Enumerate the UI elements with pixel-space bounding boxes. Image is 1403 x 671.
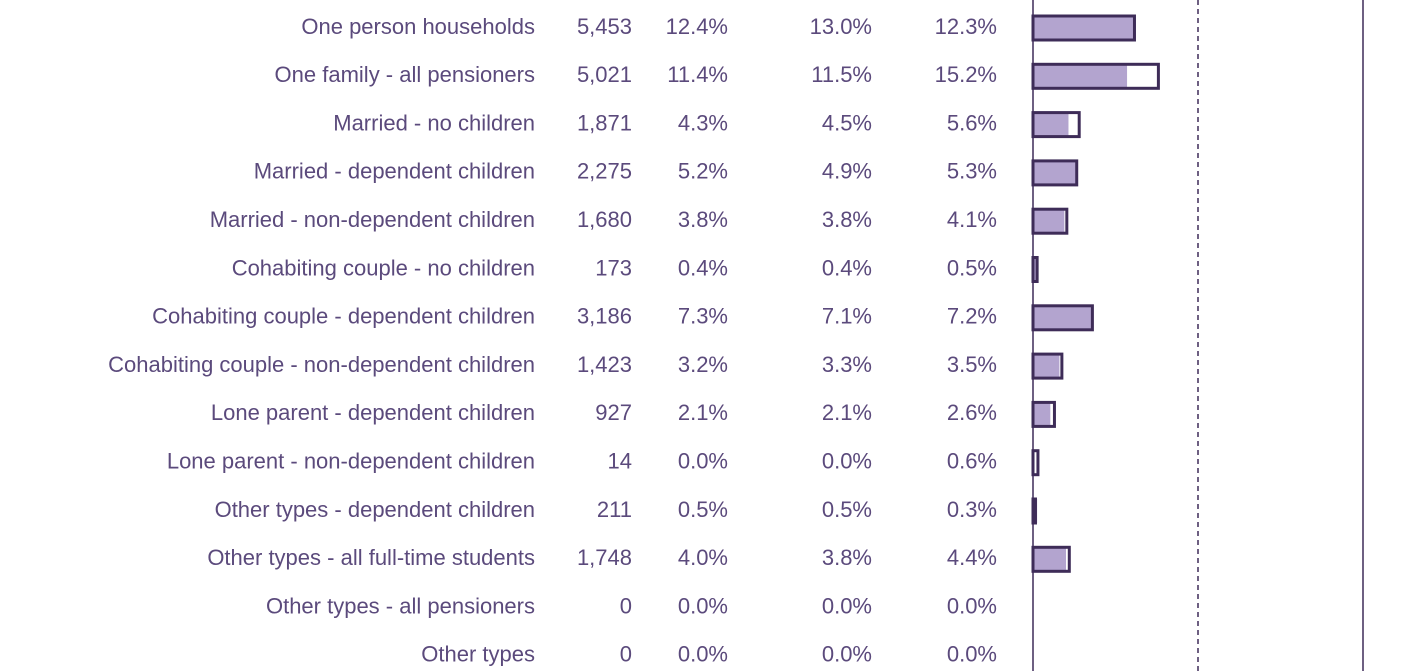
cell-value: 5,021: [577, 62, 632, 87]
bar-outline: [1031, 545, 1071, 573]
cell-value: 0.0%: [678, 593, 728, 618]
cell-value: 0.0%: [678, 449, 728, 474]
cell-value: 1,748: [577, 545, 632, 570]
bar-outline: [1031, 256, 1039, 283]
cell-value: 11.4%: [667, 62, 728, 87]
cell-value: 0.0%: [947, 593, 997, 618]
cell-value: 5,453: [577, 14, 632, 39]
cell-value: 3.3%: [822, 352, 872, 377]
cell-value: 3.8%: [678, 207, 728, 232]
cell-value: 173: [595, 255, 632, 280]
cell-value: 0.3%: [947, 497, 997, 522]
cell-value: 0.5%: [678, 497, 728, 522]
row-label: Married - non-dependent children: [210, 207, 535, 232]
bar-outline: [1031, 400, 1056, 428]
bar-fill: [1033, 64, 1128, 89]
cell-value: 1,680: [577, 207, 632, 232]
cell-value: 0.0%: [822, 449, 872, 474]
bar-outline: [1031, 111, 1081, 139]
cell-value: 0.4%: [822, 255, 872, 280]
cell-value: 0.4%: [678, 255, 728, 280]
cell-value: 3,186: [577, 304, 632, 329]
cell-value: 0.0%: [678, 642, 728, 667]
cell-value: 3.2%: [678, 352, 728, 377]
row-label: One person households: [301, 14, 535, 39]
cell-value: 4.0%: [678, 545, 728, 570]
cell-value: 15.2%: [935, 62, 997, 87]
cell-value: 0.0%: [822, 593, 872, 618]
cell-value: 2.6%: [947, 400, 997, 425]
row-label: Other types - all full-time students: [207, 545, 535, 570]
cell-value: 1,423: [577, 352, 632, 377]
row-label: Married - no children: [333, 110, 535, 135]
cell-value: 4.4%: [947, 545, 997, 570]
cell-value: 13.0%: [810, 14, 872, 39]
cell-value: 4.3%: [678, 110, 728, 135]
bar-fill: [1033, 160, 1076, 185]
cell-value: 5.2%: [678, 159, 728, 184]
cell-value: 3.5%: [947, 352, 997, 377]
row-label: One family - all pensioners: [275, 62, 535, 87]
cell-value: 0: [620, 593, 632, 618]
cell-value: 2,275: [577, 159, 632, 184]
cell-value: 0.6%: [947, 449, 997, 474]
cell-value: 0.5%: [947, 255, 997, 280]
bar-fill: [1033, 402, 1051, 427]
bar-outline: [1031, 352, 1064, 380]
row-label: Other types - dependent children: [215, 497, 535, 522]
bar-outline: [1031, 304, 1094, 332]
row-label: Lone parent - non-dependent children: [167, 449, 535, 474]
bar-fill: [1033, 16, 1136, 40]
bar-outline: [1031, 497, 1037, 525]
bar-outline: [1031, 449, 1040, 477]
cell-value: 12.3%: [935, 14, 997, 39]
cell-value: 4.1%: [947, 207, 997, 232]
row-label: Other types: [421, 642, 535, 667]
cell-value: 211: [597, 497, 632, 522]
cell-value: 0: [620, 642, 632, 667]
cell-value: 14: [608, 449, 632, 474]
cell-value: 927: [595, 400, 632, 425]
row-label: Other types - all pensioners: [266, 593, 535, 618]
bar-fill: [1033, 305, 1094, 330]
cell-value: 5.3%: [947, 159, 997, 184]
cell-value: 7.2%: [947, 304, 997, 329]
cell-value: 0.0%: [947, 642, 997, 667]
cell-value: 5.6%: [947, 110, 997, 135]
row-label: Married - dependent children: [254, 159, 535, 184]
row-label: Cohabiting couple - non-dependent childr…: [108, 352, 535, 377]
cell-value: 0.5%: [822, 497, 872, 522]
cell-value: 2.1%: [822, 400, 872, 425]
row-label: Cohabiting couple - dependent children: [152, 304, 535, 329]
cell-value: 0.0%: [822, 642, 872, 667]
row-label: Lone parent - dependent children: [211, 400, 535, 425]
bar-outline: [1031, 207, 1069, 235]
bar-outline: [1031, 14, 1136, 42]
cell-value: 7.1%: [822, 304, 872, 329]
cell-value: 2.1%: [678, 400, 728, 425]
row-label: Cohabiting couple - no children: [232, 255, 535, 280]
cell-value: 3.8%: [822, 207, 872, 232]
cell-value: 12.4%: [666, 14, 728, 39]
bar-fill: [1033, 257, 1037, 282]
bar-fill: [1033, 354, 1060, 379]
bar-fill: [1033, 209, 1065, 234]
cell-value: 7.3%: [678, 304, 728, 329]
cell-value: 3.8%: [822, 545, 872, 570]
cell-value: 11.5%: [811, 62, 872, 87]
bar-fill: [1033, 112, 1069, 137]
cell-value: 4.5%: [822, 110, 872, 135]
bar-fill: [1033, 547, 1066, 572]
bar-outline: [1031, 159, 1079, 187]
cell-value: 4.9%: [822, 159, 872, 184]
cell-value: 1,871: [577, 110, 632, 135]
bar-outline: [1031, 62, 1160, 90]
